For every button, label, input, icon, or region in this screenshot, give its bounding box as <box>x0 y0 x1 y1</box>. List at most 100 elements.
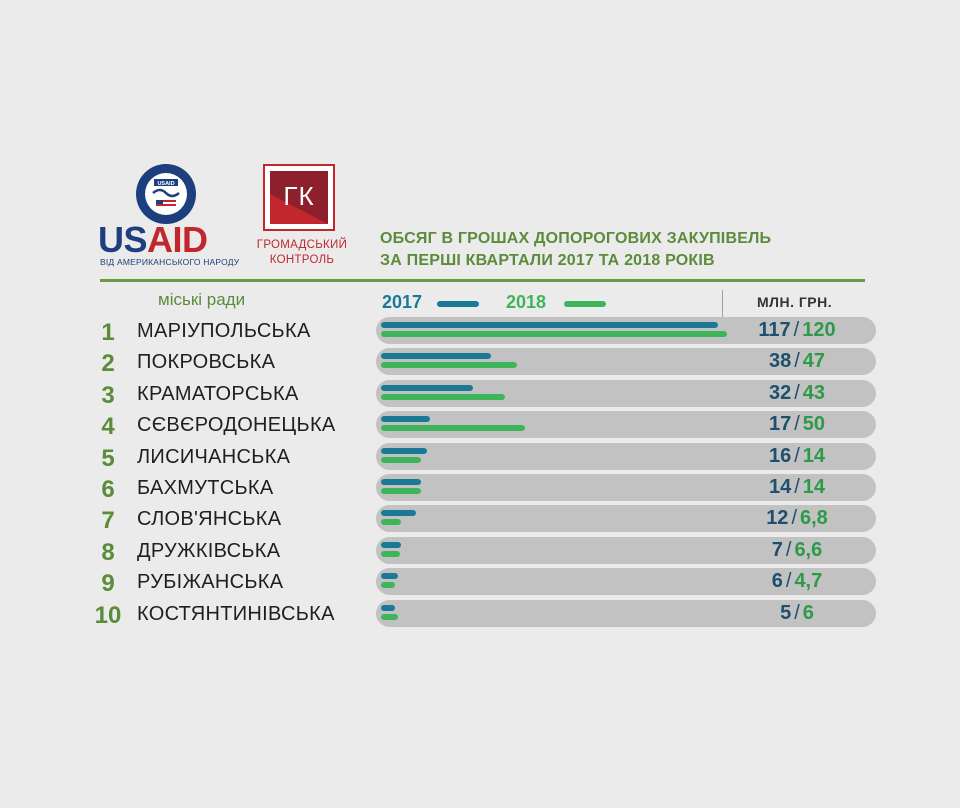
row-rank: 6 <box>101 476 115 503</box>
value-2018: 47 <box>802 350 826 373</box>
bar-2018 <box>381 582 395 589</box>
bar-2017 <box>381 604 396 611</box>
bar-2017 <box>381 447 428 454</box>
row-city-label: ДРУЖКІВСЬКА <box>137 539 281 562</box>
bar-2017 <box>381 416 431 423</box>
row-value-label: 7/6,6 <box>730 539 864 562</box>
bar-track <box>376 379 876 407</box>
row-rank: 7 <box>101 507 115 535</box>
chart-row: 9 РУБІЖАНСЬКА 6/4,7 <box>0 568 960 599</box>
chart-row: 6 БАХМУТСЬКА 14/14 <box>0 474 960 505</box>
value-2017: 7 <box>771 538 783 561</box>
chart-row: 7 СЛОВ'ЯНСЬКА 12/6,8 <box>0 505 960 536</box>
chart-title: ОБСЯГ В ГРОШАХ ДОПОРОГОВИХ ЗАКУПІВЕЛЬ ЗА… <box>380 228 880 272</box>
value-separator: / <box>791 507 797 530</box>
value-2017: 14 <box>768 476 792 498</box>
legend-swatch-2018 <box>564 301 606 307</box>
row-value-label: 16/14 <box>730 445 864 468</box>
usaid-seal-label: USAID <box>157 181 174 187</box>
row-rank: 9 <box>101 570 115 598</box>
value-2017: 12 <box>766 507 789 530</box>
row-value-label: 38/47 <box>730 350 864 373</box>
value-2017: 38 <box>768 350 792 373</box>
usaid-seal-logo: USAID <box>136 164 196 224</box>
value-2017: 5 <box>780 601 792 624</box>
value-2018: 120 <box>802 319 836 341</box>
gk-logo-letters: ГК <box>283 181 315 211</box>
value-2017: 117 <box>758 319 791 341</box>
value-2017: 32 <box>768 381 792 404</box>
row-value-label: 14/14 <box>730 476 864 499</box>
bar-track <box>376 317 876 344</box>
bar-2017 <box>381 353 491 360</box>
value-2017: 17 <box>768 413 792 436</box>
legend-swatch-2017 <box>437 301 479 307</box>
row-value-label: 17/50 <box>730 413 864 436</box>
bar-2018 <box>381 550 401 557</box>
row-rank: 2 <box>101 350 115 378</box>
row-value-label: 32/43 <box>730 382 864 405</box>
value-separator: / <box>794 601 800 624</box>
value-2018: 6,6 <box>794 538 823 561</box>
usaid-tagline: ВІД АМЕРИКАНСЬКОГО НАРОДУ <box>100 257 240 267</box>
bar-2017 <box>381 322 719 328</box>
chart-row: 8 ДРУЖКІВСЬКА 7/6,6 <box>0 536 960 568</box>
chart-row: 4 СЄВЄРОДОНЕЦЬКА 17/50 <box>0 411 960 442</box>
value-separator: / <box>794 381 800 404</box>
bar-2018 <box>381 425 526 432</box>
category-header: міські ради <box>158 290 246 309</box>
bar-track <box>376 599 876 627</box>
chart-row: 5 ЛИСИЧАНСЬКА 16/14 <box>0 442 960 474</box>
row-city-label: КОСТЯНТИНІВСЬКА <box>137 602 335 625</box>
bar-2018 <box>381 362 517 369</box>
bar-track <box>376 348 876 376</box>
gk-name-line1: ГРОМАДСЬКИЙ <box>256 239 348 251</box>
value-2018: 14 <box>802 476 826 498</box>
value-2018: 4,7 <box>794 570 823 593</box>
value-2017: 6 <box>771 570 783 593</box>
row-value-label: 6/4,7 <box>730 570 864 593</box>
bar-track <box>376 442 876 470</box>
row-value-label: 117/120 <box>730 319 864 342</box>
row-city-label: ЛИСИЧАНСЬКА <box>137 445 291 468</box>
value-2018: 6,8 <box>800 507 828 530</box>
chart-row: 1 МАРІУПОЛЬСЬКА 117/120 <box>0 317 960 348</box>
value-2018: 50 <box>802 413 826 436</box>
title-divider <box>100 279 865 282</box>
bar-2018 <box>381 613 399 620</box>
bar-track <box>376 536 876 564</box>
row-city-label: СЄВЄРОДОНЕЦЬКА <box>137 414 336 437</box>
value-2017: 16 <box>768 444 792 467</box>
gk-logo-name: ГРОМАДСЬКИЙ КОНТРОЛЬ <box>254 238 350 268</box>
row-city-label: ПОКРОВСЬКА <box>137 351 276 374</box>
row-city-label: РУБІЖАНСЬКА <box>137 571 284 594</box>
row-city-label: СЛОВ'ЯНСЬКА <box>137 508 282 531</box>
bar-track <box>376 568 876 596</box>
row-rank: 3 <box>101 381 115 409</box>
legend-label-2017: 2017 <box>382 292 423 312</box>
row-rank: 8 <box>101 538 115 566</box>
bar-2018 <box>381 393 505 400</box>
chart-row: 10 КОСТЯНТИНІВСЬКА 5/6 <box>0 599 960 631</box>
bar-2018 <box>381 331 727 337</box>
bar-2017 <box>381 384 474 391</box>
chart-row: 3 КРАМАТОРСЬКА 32/43 <box>0 379 960 411</box>
bar-2017 <box>381 541 402 548</box>
value-2018: 43 <box>802 381 826 404</box>
value-2018: 6 <box>802 601 814 624</box>
gk-logo: ГК <box>263 164 335 231</box>
value-separator: / <box>794 476 800 498</box>
bar-2018 <box>381 519 401 526</box>
row-rank: 1 <box>101 319 115 346</box>
value-separator: / <box>785 570 792 593</box>
row-rank: 5 <box>101 444 115 472</box>
value-separator: / <box>794 413 800 436</box>
row-rank: 4 <box>101 413 115 441</box>
row-city-label: МАРІУПОЛЬСЬКА <box>137 320 311 342</box>
bar-2017 <box>381 479 422 485</box>
bar-track <box>376 411 876 439</box>
chart-title-line1: ОБСЯГ В ГРОШАХ ДОПОРОГОВИХ ЗАКУПІВЕЛЬ <box>380 230 772 247</box>
bar-track <box>376 474 876 501</box>
value-2018: 14 <box>802 444 826 467</box>
row-city-label: БАХМУТСЬКА <box>137 477 274 499</box>
